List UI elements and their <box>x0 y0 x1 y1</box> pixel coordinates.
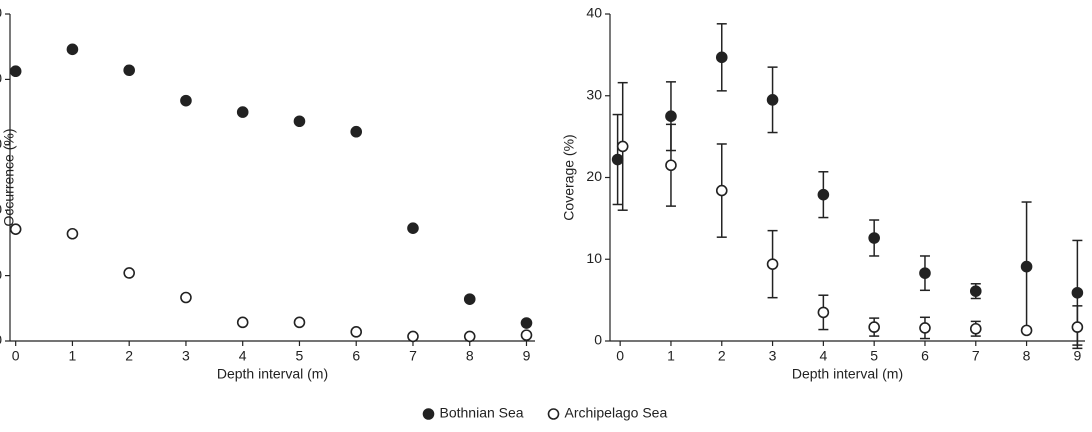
point <box>9 65 22 78</box>
x-tick-label: 7 <box>409 348 417 364</box>
point <box>9 223 22 235</box>
point <box>715 184 728 197</box>
x-tick-label: 4 <box>239 348 247 364</box>
point <box>766 94 779 106</box>
point <box>868 321 880 333</box>
y-tick-label: 60 <box>0 136 2 152</box>
point <box>520 329 533 341</box>
y-tick-label: 30 <box>586 86 602 102</box>
point <box>236 106 249 118</box>
x-tick-label: 6 <box>352 348 360 364</box>
point <box>236 316 249 329</box>
point <box>611 153 624 166</box>
x-tick-label: 2 <box>125 348 133 364</box>
point <box>293 115 306 128</box>
point <box>350 125 363 138</box>
point <box>969 322 982 335</box>
legend-label: Bothnian Sea <box>440 405 524 421</box>
x-tick-label: 5 <box>296 348 304 364</box>
point <box>1071 321 1084 333</box>
x-tick-label: 0 <box>12 348 20 364</box>
point <box>293 316 306 329</box>
legend-label: Archipelago Sea <box>565 405 668 421</box>
point <box>1071 286 1084 299</box>
point <box>66 43 79 56</box>
y-tick-label: 20 <box>586 168 602 184</box>
y-tick-label: 100 <box>0 5 2 21</box>
point <box>123 267 135 279</box>
x-tick-label: 3 <box>182 348 190 364</box>
x-tick-label: 1 <box>667 348 675 364</box>
point <box>969 285 982 297</box>
y-tick-label: 10 <box>586 250 602 266</box>
x-tick-label: 7 <box>972 348 980 364</box>
x-tick-label: 1 <box>69 348 77 364</box>
point <box>123 64 135 77</box>
point <box>868 232 880 244</box>
legend-marker <box>547 408 560 420</box>
y-tick-label: 20 <box>0 266 2 282</box>
point <box>520 317 533 329</box>
panel: 0 10 20 30 40 0 1 2 3 4 5 6 7 8 9 Depth interval (m) Cov… <box>561 5 1085 382</box>
x-tick-label: 8 <box>466 348 474 364</box>
point <box>715 51 728 64</box>
x-tick-label: 6 <box>921 348 929 364</box>
y-axis-label: Occurrence (%) <box>1 128 17 226</box>
point <box>463 330 476 343</box>
y-tick-label: 80 <box>0 70 2 86</box>
x-tick-label: 2 <box>718 348 726 364</box>
x-tick-label: 8 <box>1023 348 1031 364</box>
y-axis-label: Coverage (%) <box>561 134 577 220</box>
point <box>407 330 419 343</box>
x-tick-label: 3 <box>769 348 777 364</box>
point <box>1020 324 1033 337</box>
y-tick-label: 40 <box>586 5 602 21</box>
x-tick-label: 9 <box>523 348 531 364</box>
point <box>766 258 779 270</box>
legend: Bothnian Sea Archipelago Sea <box>422 405 668 421</box>
x-tick-label: 4 <box>819 348 827 364</box>
point <box>616 140 629 153</box>
point <box>665 159 677 172</box>
point <box>1020 260 1033 273</box>
point <box>407 222 419 234</box>
point <box>919 267 931 279</box>
point <box>817 188 830 201</box>
legend-marker <box>422 408 435 420</box>
point <box>817 306 830 319</box>
point <box>66 227 79 240</box>
point <box>665 110 677 122</box>
point <box>919 322 931 334</box>
point <box>180 94 192 107</box>
x-tick-label: 5 <box>870 348 878 364</box>
panel: 0 20 40 60 80 100 0 1 2 3 4 5 6 7 8 9 Depth interval (m)… <box>0 5 535 382</box>
point <box>350 326 363 338</box>
x-tick-label: 9 <box>1073 348 1081 364</box>
point <box>180 291 192 304</box>
y-tick-label: 0 <box>0 332 2 348</box>
y-tick-label: 0 <box>594 332 602 348</box>
y-tick-label: 40 <box>0 201 2 217</box>
x-tick-label: 0 <box>616 348 624 364</box>
x-axis-label: Depth interval (m) <box>792 366 903 382</box>
x-axis-label: Depth interval (m) <box>217 366 328 382</box>
point <box>463 293 476 305</box>
